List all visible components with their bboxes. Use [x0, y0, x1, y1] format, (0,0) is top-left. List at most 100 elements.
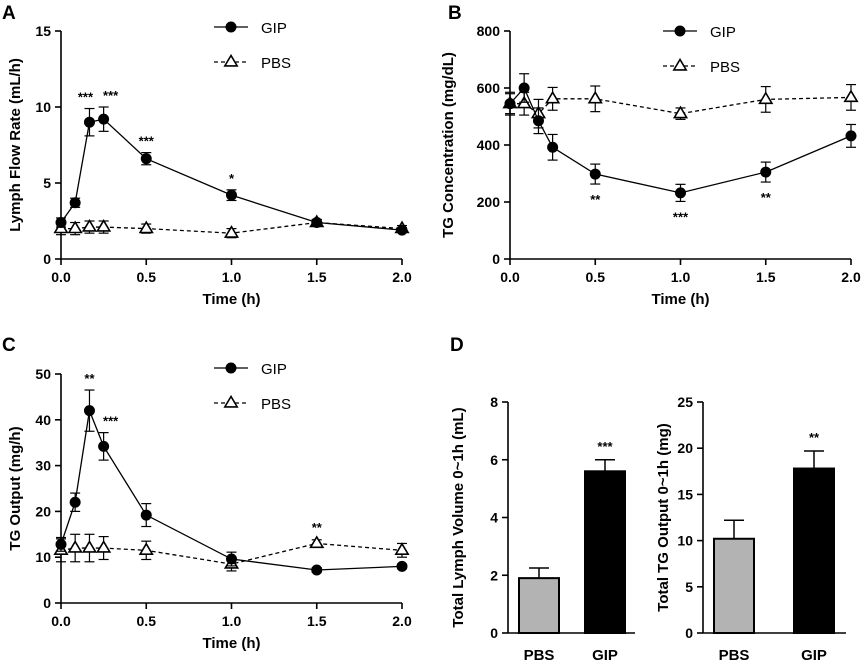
significance-label: ***: [597, 439, 613, 454]
y-tick-label: 8: [490, 394, 498, 410]
legend-label-gip: GIP: [710, 24, 736, 41]
y-tick-label: 0: [685, 625, 693, 641]
y-tick-label: 15: [677, 486, 693, 502]
significance-label: **: [761, 190, 772, 205]
data-point-gip: [845, 130, 857, 142]
y-axis-title: Total Lymph Volume 0~1h (mL): [450, 407, 467, 627]
data-point-gip: [504, 98, 516, 110]
y-tick-label: 4: [490, 510, 498, 526]
bar-pbs: [518, 577, 560, 635]
data-point-gip: [226, 189, 237, 201]
x-tick-label: 1.0: [671, 269, 691, 285]
y-tick-label: 0: [43, 251, 51, 267]
panel-letter: D: [450, 335, 464, 356]
data-point-pbs: [81, 539, 98, 553]
y-axis-title: Lymph Flow Rate (mL/h): [7, 58, 24, 232]
y-tick-label: 10: [35, 549, 51, 565]
data-point-pbs: [758, 91, 774, 105]
x-tick-label: 0.0: [51, 613, 71, 629]
x-axis-title: Time (h): [651, 291, 709, 308]
legend-label-pbs: PBS: [261, 396, 291, 413]
data-point-pbs: [96, 539, 112, 553]
legend-marker-pbs: [672, 57, 688, 71]
series-line-gip: [60, 118, 403, 231]
category-label-pbs: PBS: [524, 647, 555, 664]
data-point-gip: [396, 560, 408, 572]
data-point-pbs: [138, 220, 154, 234]
y-axis-title: TG Output (mg/h): [7, 426, 24, 550]
x-tick-label: 2.0: [392, 613, 412, 629]
data-point-gip: [226, 553, 237, 565]
data-point-pbs: [96, 219, 112, 232]
significance-label: *: [229, 171, 235, 186]
legend-marker-pbs: [223, 394, 239, 408]
data-point-gip: [55, 538, 67, 550]
y-tick-label: 400: [477, 137, 501, 153]
data-point-gip: [69, 496, 81, 508]
bar-pbs: [713, 537, 755, 635]
category-label-gip: GIP: [801, 647, 827, 664]
bar-gip: [584, 470, 626, 634]
y-tick-label: 10: [35, 99, 51, 115]
data-point-gip: [140, 153, 152, 165]
category-label-pbs: PBS: [719, 647, 750, 664]
y-tick-label: 50: [35, 366, 51, 382]
data-point-pbs: [587, 90, 603, 104]
x-tick-label: 0.5: [137, 613, 157, 629]
data-point-pbs: [223, 225, 240, 238]
y-tick-label: 25: [677, 394, 693, 410]
y-axis-title: TG Concentration (mg/dL): [440, 52, 457, 238]
data-point-gip: [547, 141, 559, 153]
significance-label: ***: [103, 88, 119, 103]
data-point-gip: [98, 113, 110, 125]
y-tick-label: 800: [477, 23, 501, 39]
data-point-pbs: [545, 90, 561, 104]
x-tick-label: 1.5: [307, 269, 327, 285]
data-point-gip: [589, 168, 601, 180]
y-tick-label: 2: [490, 567, 498, 583]
data-point-gip: [83, 116, 95, 128]
panel-letter: C: [2, 335, 16, 356]
x-axis-title: Time (h): [202, 635, 260, 652]
data-point-pbs: [81, 219, 98, 232]
bar-gip: [793, 467, 835, 635]
significance-label: ***: [103, 414, 119, 429]
y-tick-label: 200: [477, 194, 501, 210]
x-axis-title: Time (h): [202, 291, 260, 308]
data-point-pbs: [309, 535, 325, 549]
significance-label: **: [590, 192, 601, 207]
data-point-pbs: [843, 89, 859, 103]
y-tick-label: 15: [35, 23, 51, 39]
x-tick-label: 1.5: [307, 613, 327, 629]
y-tick-label: 20: [35, 503, 51, 519]
category-label-gip: GIP: [592, 647, 618, 664]
legend-label-gip: GIP: [261, 361, 287, 378]
x-tick-label: 0.0: [500, 269, 520, 285]
data-point-gip: [69, 197, 81, 209]
x-tick-label: 2.0: [392, 269, 412, 285]
x-tick-label: 2.0: [841, 269, 861, 285]
y-axis-title: Total TG Output 0~1h (mg): [655, 423, 672, 611]
y-tick-label: 5: [685, 579, 693, 595]
y-tick-label: 40: [35, 412, 51, 428]
data-point-gip: [55, 217, 67, 229]
data-point-gip: [760, 166, 772, 178]
y-tick-label: 10: [677, 533, 693, 549]
y-tick-label: 6: [490, 452, 498, 468]
panel-letter: B: [448, 3, 462, 24]
series-line-gip: [509, 86, 852, 194]
y-tick-label: 600: [477, 80, 501, 96]
legend-label-pbs: PBS: [710, 59, 740, 76]
x-tick-label: 0.5: [586, 269, 606, 285]
significance-label: **: [84, 371, 95, 386]
legend-marker-gip: [674, 25, 686, 37]
legend-marker-pbs: [223, 53, 239, 67]
legend-label-pbs: PBS: [261, 55, 291, 72]
y-tick-label: 30: [35, 458, 51, 474]
y-tick-label: 5: [43, 175, 51, 191]
significance-label: **: [312, 520, 323, 535]
x-tick-label: 0.0: [51, 269, 71, 285]
y-tick-label: 0: [490, 625, 498, 641]
y-tick-label: 20: [677, 440, 693, 456]
data-point-gip: [140, 509, 152, 521]
